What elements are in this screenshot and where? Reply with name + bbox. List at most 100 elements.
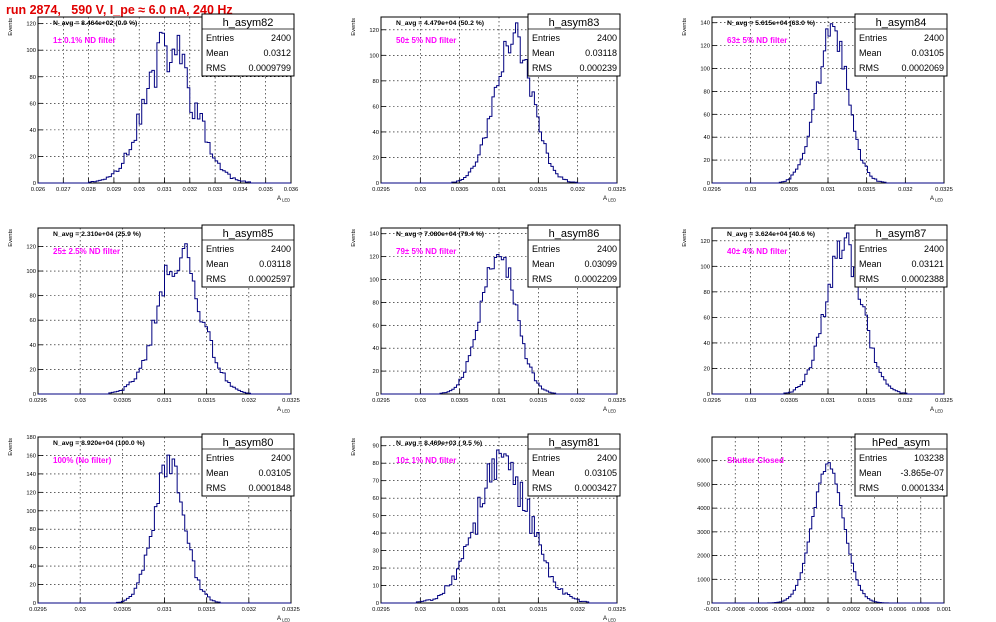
navg-label: N_avg = 7.080e+04 (79.4 %) <box>396 231 484 238</box>
histogram-line <box>38 243 291 395</box>
x-tick-label: 0.0305 <box>451 187 469 193</box>
navg-label: N_avg = 8.464e+02 (0.9 %) <box>53 20 137 27</box>
navg-label: N_avg = 3.624e+04 (40.6 %) <box>727 231 815 238</box>
stats-box <box>201 13 295 77</box>
x-tick-label: 0.033 <box>208 187 223 193</box>
histogram-line <box>38 31 291 184</box>
stats-title: h_asym82 <box>223 17 274 29</box>
x-tick-label: 0.0315 <box>529 607 547 613</box>
stats-label-entries: Entries <box>532 33 561 43</box>
x-tick-label: 0.0295 <box>703 398 721 404</box>
y-tick-label: 60 <box>30 101 36 107</box>
y-tick-label: 140 <box>26 472 36 478</box>
stats-value-rms: 0.0001334 <box>901 483 944 493</box>
y-tick-label: 30 <box>373 549 379 555</box>
x-axis-label-subscript: LED <box>282 618 290 622</box>
x-axis-label-subscript: LED <box>608 409 616 414</box>
x-axis-label-subscript: LED <box>282 409 290 414</box>
x-tick-label: 0.034 <box>233 187 248 193</box>
x-tick-label: 0.0295 <box>29 398 47 404</box>
x-tick-label: 0.0325 <box>282 398 300 404</box>
y-tick-label: 40 <box>30 343 36 349</box>
y-tick-label: 100 <box>369 278 379 284</box>
x-tick-label: 0.032 <box>242 398 257 404</box>
x-axis-label-subscript: LED <box>608 198 616 203</box>
x-tick-label: 0.035 <box>258 187 273 193</box>
y-tick-label: 0 <box>33 181 36 187</box>
filter-annotation: 40± 4% ND filter <box>727 247 787 256</box>
filter-annotation: Shutter Closed <box>727 456 784 465</box>
filter-annotation: 50± 5% ND filter <box>396 36 456 45</box>
y-tick-label: 120 <box>26 22 36 28</box>
stats-label-entries: Entries <box>206 453 235 463</box>
x-tick-label: 0.0008 <box>912 607 930 613</box>
y-tick-label: 180 <box>26 435 36 441</box>
stats-value-entries: 2400 <box>597 244 617 254</box>
stats-label-rms: RMS <box>206 63 226 73</box>
y-tick-label: 60 <box>704 112 710 118</box>
y-tick-label: 0 <box>376 181 379 187</box>
stats-value-rms: 0.0002069 <box>901 63 944 73</box>
x-axis-label: A <box>603 407 607 413</box>
x-tick-label: 0.03 <box>745 187 756 193</box>
stats-value-mean: 0.0312 <box>263 48 291 58</box>
stats-value-mean: 0.03121 <box>911 259 944 269</box>
y-tick-label: 120 <box>700 44 710 50</box>
y-tick-label: 40 <box>373 531 379 537</box>
y-tick-label: 1000 <box>697 577 710 583</box>
x-tick-label: 0.031 <box>821 398 836 404</box>
y-tick-label: 0 <box>707 601 710 607</box>
x-axis-label-subscript: LED <box>608 618 616 622</box>
x-tick-label: 0.0325 <box>608 187 626 193</box>
x-tick-label: 0.0004 <box>866 607 885 613</box>
x-tick-label: 0.032 <box>898 187 913 193</box>
histogram-panel-hPed_asym: -0.001 -0.0008 -0.0006 -0.0004 -0.0002 0 0.000… <box>697 433 952 613</box>
y-tick-label: 80 <box>704 290 710 296</box>
stats-box <box>201 433 295 497</box>
stats-box <box>854 13 948 77</box>
y-tick-label: 20 <box>704 366 710 372</box>
stats-value-entries: 2400 <box>597 453 617 463</box>
y-tick-label: 0 <box>33 392 36 398</box>
x-axis-label-subscript: LED <box>282 198 290 203</box>
x-tick-label: 0.032 <box>898 398 913 404</box>
stats-title: h_asym83 <box>549 17 600 29</box>
x-tick-label: 0.0315 <box>858 187 876 193</box>
x-tick-label: 0.0305 <box>113 398 131 404</box>
filter-annotation: 79± 5% ND filter <box>396 247 456 256</box>
stats-value-mean: -3.865e-07 <box>900 468 944 478</box>
x-tick-label: 0.001 <box>937 607 952 613</box>
y-tick-label: 4000 <box>697 506 710 512</box>
stats-label-mean: Mean <box>532 48 555 58</box>
stats-value-rms: 0.000239 <box>579 63 617 73</box>
y-tick-label: 100 <box>26 48 36 54</box>
x-tick-label: 0.03 <box>415 607 426 613</box>
histogram-line <box>381 449 617 604</box>
stats-label-rms: RMS <box>532 274 552 284</box>
stats-label-mean: Mean <box>532 468 555 478</box>
y-tick-label: 40 <box>373 130 379 136</box>
x-tick-label: 0.0305 <box>451 398 469 404</box>
histogram-panel-h_asym80: 0.0295 0.03 0.0305 0.031 0.0315 0.032 0.0325 0 2… <box>8 433 300 622</box>
y-tick-label: 20 <box>30 367 36 373</box>
stats-title: hPed_asym <box>872 437 930 449</box>
y-tick-label: 20 <box>373 566 379 572</box>
histogram-line <box>381 22 617 184</box>
x-axis-label: A <box>603 616 607 622</box>
y-tick-label: 40 <box>704 135 710 141</box>
x-tick-label: 0.031 <box>821 187 836 193</box>
filter-annotation: 25± 2.5% ND filter <box>53 247 120 256</box>
stats-label-entries: Entries <box>859 453 888 463</box>
y-tick-label: 160 <box>26 453 36 459</box>
y-axis-label: Events <box>682 18 688 36</box>
stats-value-rms: 0.0002209 <box>574 274 617 284</box>
x-tick-label: 0.03 <box>134 187 145 193</box>
x-tick-label: 0.032 <box>570 187 585 193</box>
stats-label-mean: Mean <box>859 259 882 269</box>
x-tick-label: 0.027 <box>56 187 71 193</box>
histogram-panel-h_asym87: 0.0295 0.03 0.0305 0.031 0.0315 0.032 0.0325 0 2… <box>682 224 953 414</box>
y-tick-label: 120 <box>369 255 379 261</box>
stats-label-entries: Entries <box>859 33 888 43</box>
y-tick-label: 80 <box>704 89 710 95</box>
x-axis-label: A <box>930 196 934 202</box>
